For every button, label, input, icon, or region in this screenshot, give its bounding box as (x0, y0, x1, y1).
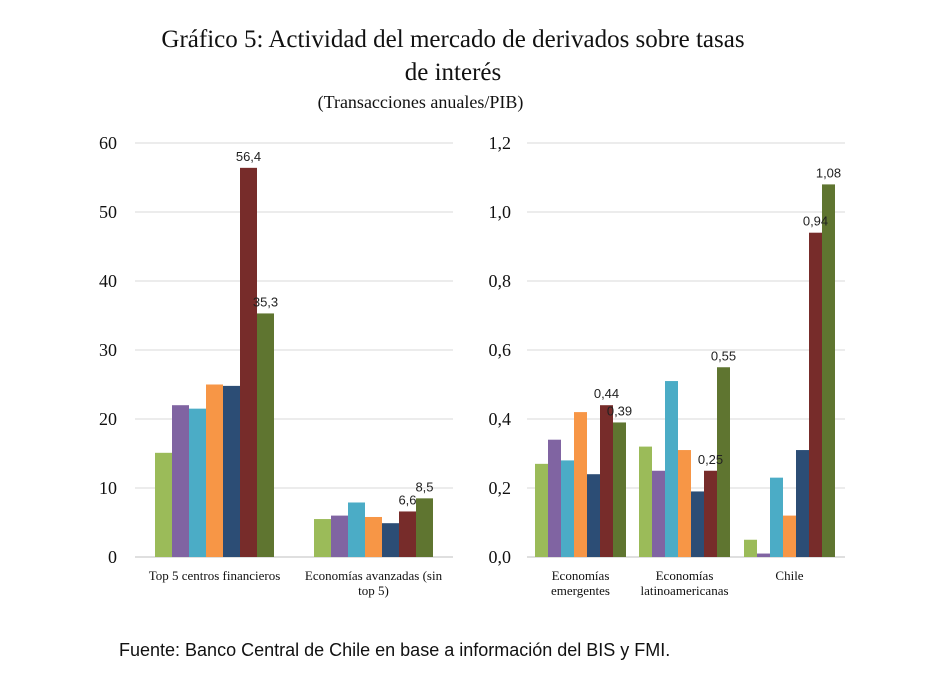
bar (331, 515, 348, 557)
y-tick-label: 50 (99, 202, 117, 222)
data-label: 0,44 (594, 386, 619, 401)
category-label: Economías (656, 568, 714, 583)
bar (574, 412, 587, 557)
bar (206, 384, 223, 557)
y-tick-label: 60 (99, 133, 117, 153)
bar (548, 439, 561, 557)
data-label: 1,08 (816, 165, 841, 180)
bar (223, 385, 240, 557)
bar (155, 452, 172, 557)
bar (757, 553, 770, 557)
bar (189, 408, 206, 557)
y-tick-label: 0,8 (489, 271, 512, 291)
bar (665, 381, 678, 557)
bar (809, 232, 822, 557)
bar (535, 463, 548, 557)
bar (240, 167, 257, 557)
bar (382, 523, 399, 557)
category-label: emergentes (551, 583, 610, 598)
bar (587, 474, 600, 557)
y-tick-label: 0,0 (489, 547, 512, 567)
y-tick-label: 10 (99, 478, 117, 498)
bar (704, 470, 717, 557)
category-label: top 5) (358, 583, 389, 598)
bar (652, 470, 665, 557)
y-tick-label: 30 (99, 340, 117, 360)
category-label: Economías avanzadas (sin (305, 568, 443, 583)
bar (770, 477, 783, 557)
category-label: Top 5 centros financieros (149, 568, 281, 583)
bar (348, 502, 365, 557)
bar (172, 405, 189, 557)
bar (600, 405, 613, 557)
bar (365, 516, 382, 557)
bar (717, 367, 730, 557)
y-tick-label: 1,2 (489, 133, 512, 153)
data-label: 0,55 (711, 348, 736, 363)
source-note: Fuente: Banco Central de Chile en base a… (119, 640, 671, 660)
bar (416, 498, 433, 557)
data-label: 56,4 (236, 149, 261, 164)
category-label: latinoamericanas (640, 583, 728, 598)
bar (399, 511, 416, 557)
chart-title-line-1: Gráfico 5: Actividad del mercado de deri… (161, 26, 745, 53)
bar (678, 450, 691, 557)
y-tick-label: 20 (99, 409, 117, 429)
data-label: 6,6 (398, 492, 416, 507)
category-label: Chile (775, 568, 803, 583)
y-tick-label: 0,2 (489, 478, 512, 498)
y-tick-label: 40 (99, 271, 117, 291)
data-label: 0,94 (803, 214, 828, 229)
y-tick-label: 0,6 (489, 340, 512, 360)
bar (744, 539, 757, 557)
bar (613, 422, 626, 557)
bar (314, 519, 331, 557)
y-tick-label: 0,4 (489, 409, 512, 429)
bar (257, 313, 274, 557)
y-tick-label: 1,0 (489, 202, 512, 222)
chart-subtitle: (Transacciones anuales/PIB) (317, 92, 524, 112)
data-label: 0,39 (607, 403, 632, 418)
bar (783, 515, 796, 557)
data-label: 35,3 (253, 294, 278, 309)
bar (691, 491, 704, 557)
data-label: 8,5 (415, 479, 433, 494)
bar (561, 460, 574, 557)
bar (822, 184, 835, 557)
data-label: 0,25 (698, 452, 723, 467)
y-tick-label: 0 (108, 547, 117, 567)
category-label: Economías (552, 568, 610, 583)
bar (796, 450, 809, 557)
chart-title-line-2: de interés (404, 59, 502, 86)
bar (639, 446, 652, 557)
